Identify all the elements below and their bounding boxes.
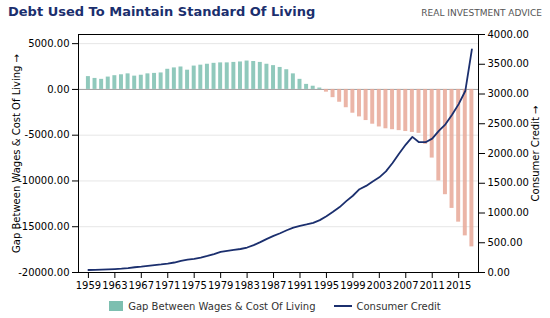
html-text:Consumer Credit: Consumer Credit xyxy=(356,300,441,312)
html-text:Debt Used To Maintain Standard: Debt Used To Maintain Standard Of Living xyxy=(8,4,316,19)
svg-text:1987: 1987 xyxy=(261,280,286,291)
svg-text:1971: 1971 xyxy=(155,280,180,291)
html-text:REAL INVESTMENT ADVICE: REAL INVESTMENT ADVICE xyxy=(421,8,542,18)
svg-text:2007: 2007 xyxy=(393,280,418,291)
svg-text:2003: 2003 xyxy=(367,280,392,291)
svg-text:1959: 1959 xyxy=(76,280,101,291)
svg-text:-5000.00: -5000.00 xyxy=(25,129,70,140)
svg-text:1983: 1983 xyxy=(234,280,259,291)
svg-text:3000.00: 3000.00 xyxy=(488,88,529,99)
svg-text:-15000.00: -15000.00 xyxy=(18,221,69,232)
svg-text:Consumer Credit →: Consumer Credit → xyxy=(530,106,541,202)
svg-text:1967: 1967 xyxy=(129,280,154,291)
svg-text:2000.00: 2000.00 xyxy=(488,148,529,159)
svg-text:0.00: 0.00 xyxy=(488,267,510,278)
svg-text:2500.00: 2500.00 xyxy=(488,118,529,129)
svg-text:500.00: 500.00 xyxy=(488,237,523,248)
svg-text:3500.00: 3500.00 xyxy=(488,58,529,69)
svg-text:1000.00: 1000.00 xyxy=(488,207,529,218)
svg-text:2015: 2015 xyxy=(446,280,471,291)
html-text:Gap Between Wages & Cost Of Li: Gap Between Wages & Cost Of Living xyxy=(128,300,316,312)
svg-text:Gap Between Wages & Cost Of Li: Gap Between Wages & Cost Of Living → xyxy=(11,54,22,253)
svg-text:5000.00: 5000.00 xyxy=(28,38,69,49)
svg-text:1500.00: 1500.00 xyxy=(488,177,529,188)
svg-text:2011: 2011 xyxy=(419,280,444,291)
svg-text:1995: 1995 xyxy=(314,280,339,291)
svg-text:1999: 1999 xyxy=(340,280,365,291)
svg-text:1991: 1991 xyxy=(287,280,312,291)
svg-text:-10000.00: -10000.00 xyxy=(18,175,69,186)
svg-text:-20000.00: -20000.00 xyxy=(18,267,69,278)
svg-text:4000.00: 4000.00 xyxy=(488,29,529,40)
svg-text:1963: 1963 xyxy=(102,280,127,291)
svg-text:0.00: 0.00 xyxy=(47,84,69,95)
svg-text:1979: 1979 xyxy=(208,280,233,291)
svg-text:1975: 1975 xyxy=(181,280,206,291)
